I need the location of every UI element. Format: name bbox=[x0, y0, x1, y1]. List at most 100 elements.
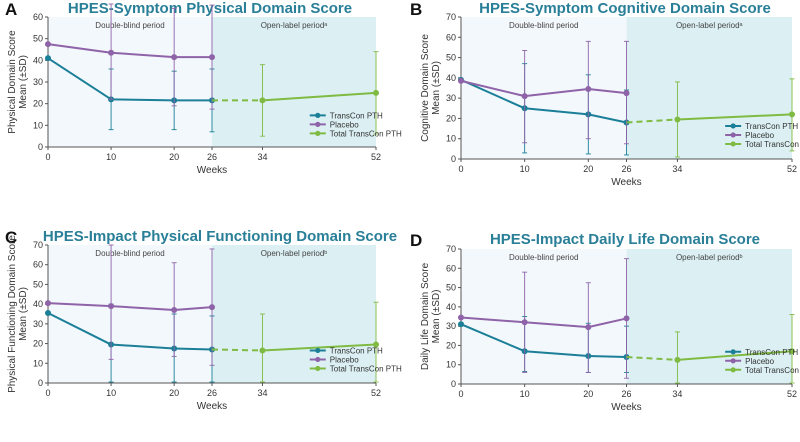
data-point bbox=[171, 54, 178, 61]
y-tick-label: 20 bbox=[446, 113, 456, 123]
legend-label: Total TransCon PTH bbox=[745, 366, 800, 375]
legend-swatch-marker bbox=[730, 132, 736, 138]
series-total-transcon-pth bbox=[212, 51, 379, 137]
legend-label: TransCon PTH bbox=[745, 348, 798, 357]
series-total-transcon-pth bbox=[626, 78, 795, 158]
y-tick-label: 50 bbox=[33, 279, 43, 289]
panel-title: HPES-Impact Physical Functioning Domain … bbox=[43, 228, 397, 245]
legend-swatch-marker bbox=[315, 130, 321, 136]
chart-panel-b: B HPES-Symptom Cognitive Domain Score Doub… bbox=[410, 0, 800, 188]
data-point bbox=[789, 348, 795, 355]
y-tick-label: 50 bbox=[446, 283, 456, 293]
y-tick-label: 30 bbox=[33, 77, 43, 87]
legend-swatch-marker bbox=[315, 112, 321, 118]
x-tick-label: 52 bbox=[371, 152, 381, 162]
y-axis-label-line: Mean (±SD) bbox=[18, 55, 29, 109]
x-tick-label: 10 bbox=[520, 389, 530, 399]
data-point bbox=[623, 90, 630, 97]
y-tick-label: 20 bbox=[446, 340, 456, 350]
y-axis-label-line: Physical Functioning Domain Score bbox=[7, 235, 18, 393]
legend-swatch-marker bbox=[730, 141, 736, 147]
legend-swatch-marker bbox=[315, 347, 321, 354]
y-tick-label: 20 bbox=[33, 99, 43, 109]
legend-swatch-marker bbox=[730, 123, 736, 129]
y-tick-label: 10 bbox=[446, 134, 456, 144]
double-blind-period-label: Double-blind period bbox=[95, 21, 164, 30]
series-line bbox=[47, 43, 112, 54]
y-tick-label: 0 bbox=[38, 378, 43, 388]
y-tick-label: 60 bbox=[33, 260, 43, 270]
data-point bbox=[585, 86, 592, 93]
double-blind-period-label: Double-blind period bbox=[509, 21, 578, 30]
open-label-period-band bbox=[212, 245, 376, 383]
series-line bbox=[460, 78, 526, 110]
double-blind-period-band bbox=[48, 245, 212, 383]
x-tick-label: 26 bbox=[207, 388, 217, 398]
y-tick-label: 60 bbox=[446, 32, 456, 42]
legend-label: Placebo bbox=[330, 120, 359, 129]
x-tick-label: 10 bbox=[520, 164, 530, 174]
data-point bbox=[585, 324, 592, 331]
legend-label: Placebo bbox=[745, 357, 774, 366]
series-line bbox=[677, 350, 793, 361]
data-point bbox=[209, 54, 215, 61]
series-placebo bbox=[45, 244, 215, 366]
series-line bbox=[460, 323, 526, 353]
data-point bbox=[458, 314, 464, 321]
legend-swatch-marker bbox=[315, 365, 321, 372]
series-placebo bbox=[458, 40, 630, 145]
x-tick-label: 0 bbox=[45, 152, 50, 162]
y-axis-label-line: Daily Life Domain Score bbox=[420, 262, 431, 370]
y-tick-label: 10 bbox=[446, 360, 456, 370]
x-tick-label: 34 bbox=[257, 152, 267, 162]
legend-swatch-marker bbox=[730, 358, 736, 364]
open-label-period-band bbox=[212, 17, 376, 147]
panel-title: HPES-Symptom Physical Domain Score bbox=[68, 0, 352, 17]
x-tick-label: 52 bbox=[787, 164, 797, 174]
y-tick-label: 70 bbox=[446, 244, 456, 254]
series-line bbox=[111, 98, 175, 102]
x-tick-label: 20 bbox=[583, 389, 593, 399]
x-tick-label: 52 bbox=[787, 389, 797, 399]
x-tick-label: 20 bbox=[169, 388, 179, 398]
legend-label: TransCon PTH bbox=[745, 122, 798, 131]
x-tick-label: 26 bbox=[621, 164, 631, 174]
series-line bbox=[460, 79, 525, 98]
series-line bbox=[262, 91, 377, 102]
series-line bbox=[524, 88, 589, 98]
x-tick-label: 0 bbox=[45, 388, 50, 398]
open-label-period-band bbox=[626, 249, 792, 384]
x-axis-label: Weeks bbox=[611, 402, 641, 413]
double-blind-period-band bbox=[461, 17, 627, 159]
panel-letter: D bbox=[410, 231, 422, 250]
series-total-transcon-pth bbox=[211, 301, 379, 383]
y-tick-label: 60 bbox=[446, 263, 456, 273]
chart-panel-a: A HPES-Symptom Physical Domain Score Doubl… bbox=[5, 0, 402, 176]
panel-letter: A bbox=[5, 0, 17, 19]
data-point bbox=[45, 300, 51, 307]
y-tick-label: 70 bbox=[33, 240, 43, 250]
series-line bbox=[262, 343, 377, 352]
x-tick-label: 52 bbox=[371, 388, 381, 398]
y-tick-label: 40 bbox=[446, 302, 456, 312]
x-axis-label: Weeks bbox=[611, 177, 641, 188]
data-point bbox=[259, 347, 266, 354]
series-line bbox=[588, 355, 627, 358]
x-tick-label: 26 bbox=[207, 152, 217, 162]
y-tick-label: 40 bbox=[33, 299, 43, 309]
y-tick-label: 30 bbox=[33, 319, 43, 329]
chart-panel-d: D HPES-Impact Daily Life Domain Score Doub… bbox=[410, 231, 800, 413]
x-tick-label: 26 bbox=[621, 389, 631, 399]
series-line bbox=[524, 321, 589, 329]
data-point bbox=[108, 49, 115, 56]
y-tick-label: 0 bbox=[451, 379, 456, 389]
x-tick-label: 20 bbox=[583, 164, 593, 174]
data-point bbox=[521, 319, 528, 326]
data-point bbox=[458, 321, 464, 328]
y-tick-label: 70 bbox=[446, 12, 456, 22]
data-point bbox=[45, 55, 51, 62]
legend-swatch-marker bbox=[315, 356, 321, 363]
x-tick-label: 34 bbox=[672, 389, 682, 399]
data-point bbox=[45, 310, 51, 317]
y-tick-label: 60 bbox=[33, 12, 43, 22]
